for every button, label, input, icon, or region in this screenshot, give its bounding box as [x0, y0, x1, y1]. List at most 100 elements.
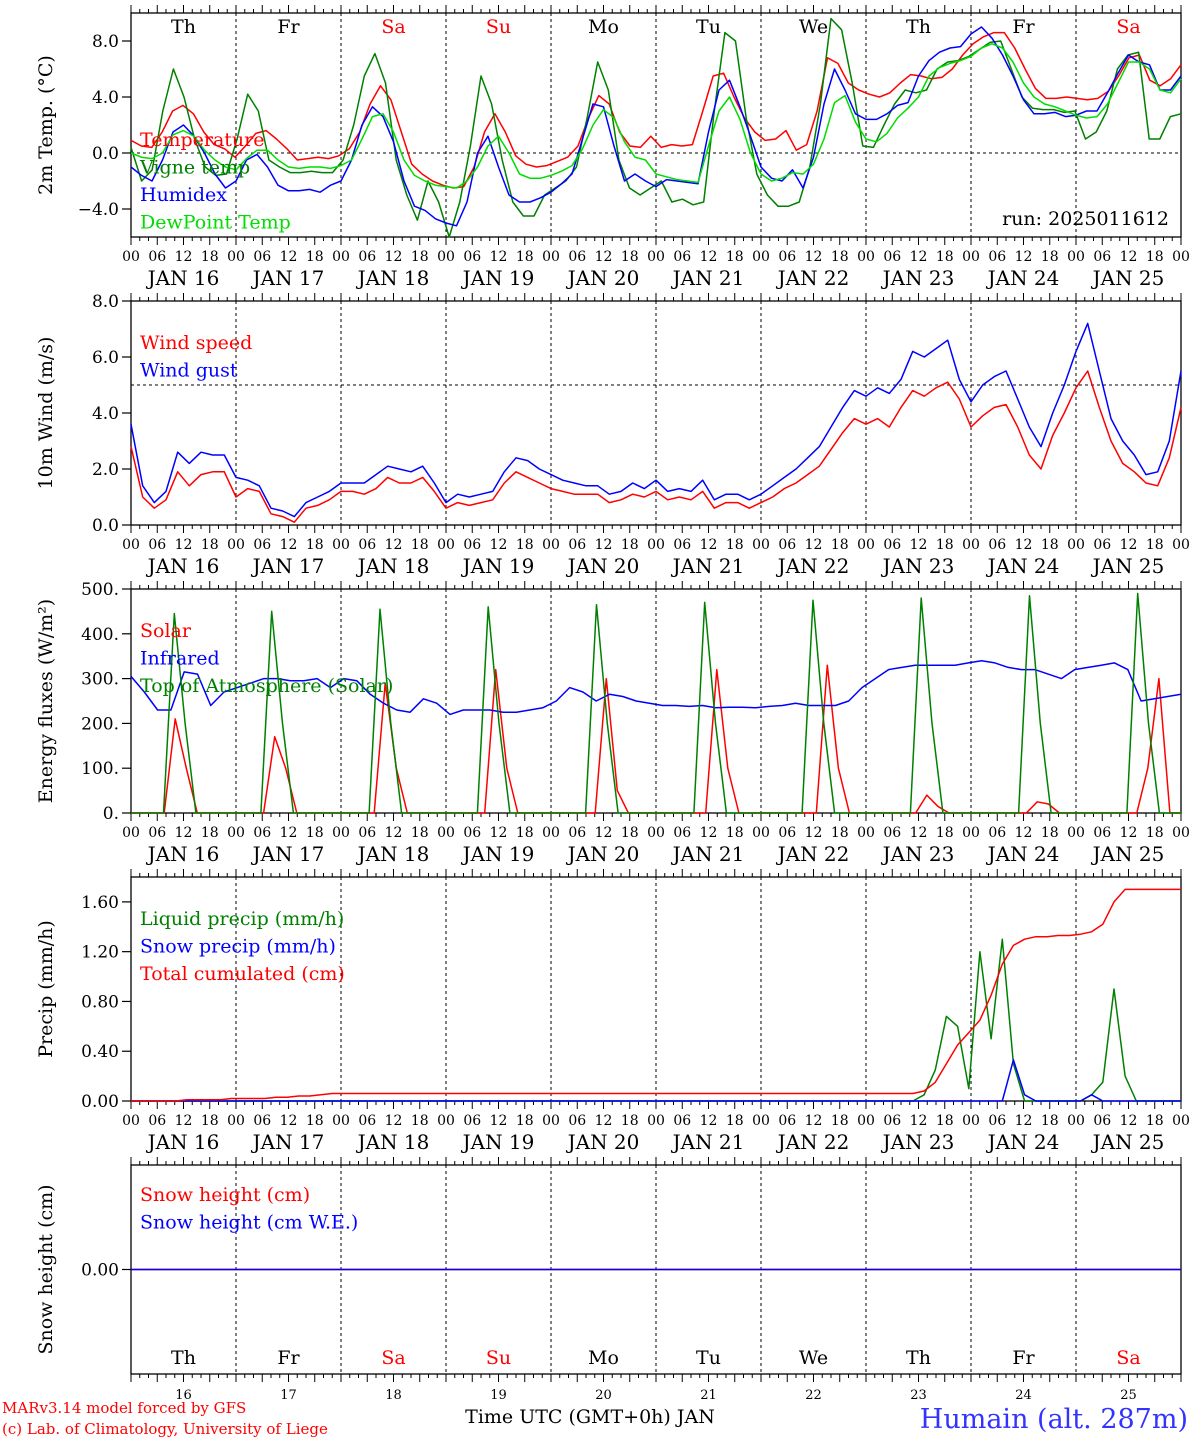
weekday-label: Mo [588, 16, 619, 38]
hour-label: 06 [673, 537, 691, 553]
legend-entry: Snow height (cm W.E.) [140, 1212, 358, 1234]
hour-label: 06 [148, 249, 166, 265]
y-tick-label: 1.20 [81, 943, 119, 963]
hour-label: 12 [490, 825, 508, 841]
hour-label: 12 [1120, 825, 1138, 841]
date-label: JAN 23 [881, 1130, 955, 1154]
legend: Wind speed Wind gust [140, 332, 252, 382]
hour-label: 12 [700, 537, 718, 553]
hour-label: 18 [1041, 825, 1059, 841]
date-label: JAN 21 [671, 842, 745, 866]
hour-label: 06 [253, 825, 271, 841]
date-label: JAN 24 [986, 842, 1060, 866]
hour-label: 18 [621, 537, 639, 553]
hour-label: 06 [568, 537, 586, 553]
hour-label: 00 [1172, 249, 1190, 265]
day-number-label: 21 [700, 1388, 717, 1403]
hour-label: 06 [883, 1113, 901, 1129]
hour-label: 06 [778, 249, 796, 265]
hour-label: 12 [700, 1113, 718, 1129]
date-label: JAN 22 [776, 266, 850, 290]
legend-entry: Temperature [140, 129, 264, 151]
hour-label: 18 [516, 537, 534, 553]
date-label: JAN 20 [566, 554, 640, 578]
day-number-label: 16 [175, 1388, 192, 1403]
date-label: JAN 17 [251, 554, 325, 578]
hour-label: 12 [280, 1113, 298, 1129]
y-tick-label: 100. [81, 759, 119, 779]
hour-label: 00 [542, 1113, 560, 1129]
hour-label: 00 [857, 249, 875, 265]
hour-label: 18 [1041, 1113, 1059, 1129]
hour-label: 18 [1146, 825, 1164, 841]
hour-label: 06 [253, 249, 271, 265]
date-label: JAN 18 [356, 554, 430, 578]
y-axis-label: Precip (mm/h) [35, 920, 57, 1058]
date-label: JAN 20 [566, 1130, 640, 1154]
hour-label: 06 [988, 1113, 1006, 1129]
hour-label: 18 [831, 825, 849, 841]
hour-label: 00 [857, 1113, 875, 1129]
hour-label: 06 [568, 825, 586, 841]
y-axis: −4.0 0.0 4.0 8.0 [78, 32, 131, 220]
hour-label: 00 [332, 825, 350, 841]
hour-label: 12 [175, 1113, 193, 1129]
y-tick-label: 0.0 [92, 144, 119, 164]
hour-label: 12 [385, 537, 403, 553]
hour-label: 12 [385, 1113, 403, 1129]
hour-label: 00 [752, 537, 770, 553]
x-axis-title: Time UTC (GMT+0h) JAN [465, 1406, 715, 1428]
hour-label: 18 [726, 825, 744, 841]
hour-label: 00 [647, 249, 665, 265]
hour-label: 12 [175, 825, 193, 841]
hour-label: 06 [673, 249, 691, 265]
series-line-wind-0 [130, 370, 1182, 523]
weekday-label: Fr [277, 16, 300, 38]
hour-label: 00 [122, 825, 140, 841]
y-tick-label: 4.0 [92, 88, 119, 108]
legend: Liquid precip (mm/h) Snow precip (mm/h) To… [140, 908, 345, 985]
date-label: JAN 24 [986, 266, 1060, 290]
hour-label: 12 [805, 249, 823, 265]
weekday-label: Sa [1116, 1347, 1140, 1369]
hour-label: 12 [490, 1113, 508, 1129]
hour-label: 12 [595, 1113, 613, 1129]
weekday-label: Tu [696, 16, 721, 38]
model-credit: MARv3.14 model forced by GFS [2, 1399, 246, 1417]
hour-label: 00 [1172, 537, 1190, 553]
legend-entry: Snow height (cm) [140, 1184, 310, 1206]
hour-label: 12 [1120, 537, 1138, 553]
y-tick-label: 1.60 [81, 893, 119, 913]
hour-label: 12 [805, 537, 823, 553]
weekday-label: Th [171, 1347, 196, 1369]
hour-label: 00 [962, 825, 980, 841]
date-label: JAN 16 [146, 1130, 220, 1154]
hour-label: 12 [1015, 1113, 1033, 1129]
y-tick-label: 0.0 [92, 516, 119, 536]
hour-label: 00 [332, 537, 350, 553]
hour-label: 18 [306, 1113, 324, 1129]
hour-label: 18 [621, 825, 639, 841]
date-label: JAN 17 [251, 266, 325, 290]
y-tick-label: 400. [81, 625, 119, 645]
day-number-label: 20 [595, 1388, 612, 1403]
hour-label: 00 [752, 1113, 770, 1129]
date-label: JAN 19 [461, 554, 535, 578]
y-tick-label: 300. [81, 670, 119, 690]
hour-label: 06 [883, 249, 901, 265]
legend-entry: Wind gust [140, 360, 238, 382]
hour-label: 00 [122, 537, 140, 553]
y-axis: 0.00 [81, 1261, 131, 1281]
weekday-label: Tu [696, 1347, 721, 1369]
legend-entry: Vigne temp [139, 157, 250, 179]
hour-label: 00 [437, 249, 455, 265]
hour-label: 06 [148, 1113, 166, 1129]
hour-label: 06 [1093, 1113, 1111, 1129]
hour-label: 18 [1146, 537, 1164, 553]
day-number-label: 23 [910, 1388, 927, 1403]
hour-label: 12 [910, 537, 928, 553]
y-tick-label: 8.0 [92, 292, 119, 312]
